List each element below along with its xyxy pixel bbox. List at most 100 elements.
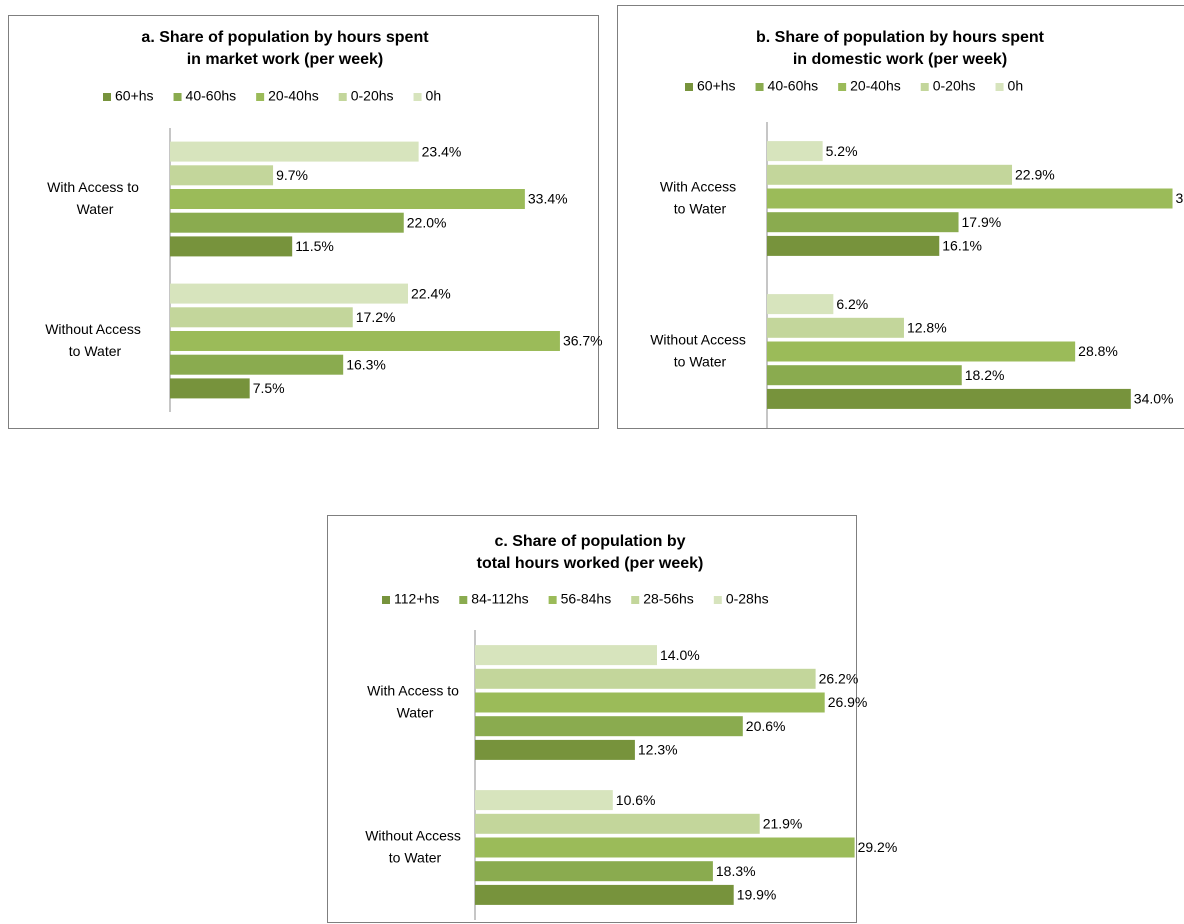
bar (767, 212, 959, 233)
bar (170, 354, 344, 375)
bar (475, 861, 713, 882)
value-label: 22.0% (407, 214, 447, 230)
legend-swatch (838, 83, 847, 91)
category-label: With Access to Water (367, 682, 463, 720)
value-label: 36.7% (563, 333, 603, 349)
legend-label: 84-112hs (471, 591, 528, 607)
value-label: 16.1% (942, 238, 982, 254)
value-label: 14.0% (660, 647, 700, 663)
bar (767, 164, 1013, 185)
bar (475, 645, 657, 666)
legend-swatch (920, 83, 929, 91)
chart-title: c. Share of population by (494, 533, 685, 550)
value-label: 23.4% (422, 143, 462, 159)
bar (170, 331, 560, 351)
legend-label: 60+hs (697, 78, 736, 94)
bar (170, 189, 525, 209)
value-label: 17.9% (962, 214, 1002, 230)
value-label: 18.2% (965, 367, 1005, 383)
category-label: Without Access to Water (45, 321, 145, 359)
legend-swatch (256, 93, 265, 101)
bar (475, 716, 743, 737)
legend-swatch (173, 93, 182, 101)
value-label: 11.5% (295, 238, 334, 254)
legend-swatch (755, 83, 764, 91)
chart-title: b. Share of population by hours spent (756, 29, 1045, 46)
bar (170, 378, 250, 399)
legend-swatch (548, 596, 557, 604)
value-label: 10.6% (616, 792, 656, 808)
value-label: 33.4% (528, 191, 568, 207)
value-label: 12.8% (907, 320, 947, 336)
value-label: 7.5% (253, 380, 285, 396)
bar (767, 294, 834, 315)
chart-title: a. Share of population by hours spent (141, 29, 429, 46)
bar (170, 236, 293, 257)
bar (767, 235, 940, 256)
bar (475, 884, 734, 905)
legend-swatch (459, 596, 468, 604)
chart-title: in domestic work (per week) (793, 51, 1007, 68)
chart-title: in market work (per week) (187, 51, 384, 68)
bar (475, 837, 855, 858)
legend-swatch (995, 83, 1004, 91)
bar (475, 692, 825, 713)
bar (170, 307, 353, 328)
bar (475, 739, 635, 760)
bar (767, 317, 904, 338)
category-label: Without Access to Water (650, 331, 750, 369)
bar (767, 188, 1173, 209)
bar (170, 283, 408, 304)
bar (170, 212, 404, 233)
value-label: 22.9% (1015, 167, 1055, 183)
category-label: Without Access to Water (365, 827, 465, 865)
legend-label: 112+hs (394, 591, 439, 607)
value-label: 17.2% (356, 309, 396, 325)
bar (475, 790, 613, 811)
legend-swatch (413, 93, 422, 101)
legend-label: 40-60hs (768, 78, 819, 94)
legend-swatch (103, 93, 111, 101)
value-label: 9.7% (276, 167, 308, 183)
value-label: 34.0% (1134, 391, 1174, 407)
category-label: With Access to Water (47, 179, 143, 217)
bar (767, 341, 1076, 362)
legend-label: 56-84hs (561, 591, 612, 607)
value-label: 19.9% (737, 887, 777, 903)
bar (767, 365, 962, 386)
bar (475, 813, 760, 834)
value-label: 6.2% (836, 296, 868, 312)
bar (767, 141, 823, 162)
value-label: 37.9% (1176, 190, 1184, 206)
legend-swatch (631, 596, 640, 604)
value-label: 21.9% (763, 816, 803, 832)
bar (170, 141, 419, 162)
value-label: 22.4% (411, 285, 451, 301)
value-label: 12.3% (638, 742, 678, 758)
legend-label: 0-28hs (726, 591, 769, 607)
value-label: 16.3% (346, 356, 386, 372)
legend-swatch (382, 596, 390, 604)
legend-swatch (685, 83, 693, 91)
value-label: 5.2% (826, 143, 858, 159)
bar (767, 388, 1131, 409)
value-label: 20.6% (746, 718, 786, 734)
chart-title: total hours worked (per week) (477, 555, 704, 572)
value-label: 26.9% (828, 694, 868, 710)
legend-label: 20-40hs (268, 88, 319, 104)
legend-swatch (338, 93, 347, 101)
category-label: With Access to Water (660, 178, 740, 216)
legend-label: 0-20hs (933, 78, 976, 94)
legend-label: 0h (426, 88, 442, 104)
legend-label: 20-40hs (850, 78, 901, 94)
legend-swatch (713, 596, 722, 604)
legend-label: 40-60hs (186, 88, 237, 104)
value-label: 26.2% (819, 671, 859, 687)
legend-label: 28-56hs (643, 591, 694, 607)
legend-label: 60+hs (115, 88, 154, 104)
value-label: 28.8% (1078, 343, 1118, 359)
bar (170, 165, 274, 186)
value-label: 18.3% (716, 863, 756, 879)
legend-label: 0-20hs (351, 88, 394, 104)
